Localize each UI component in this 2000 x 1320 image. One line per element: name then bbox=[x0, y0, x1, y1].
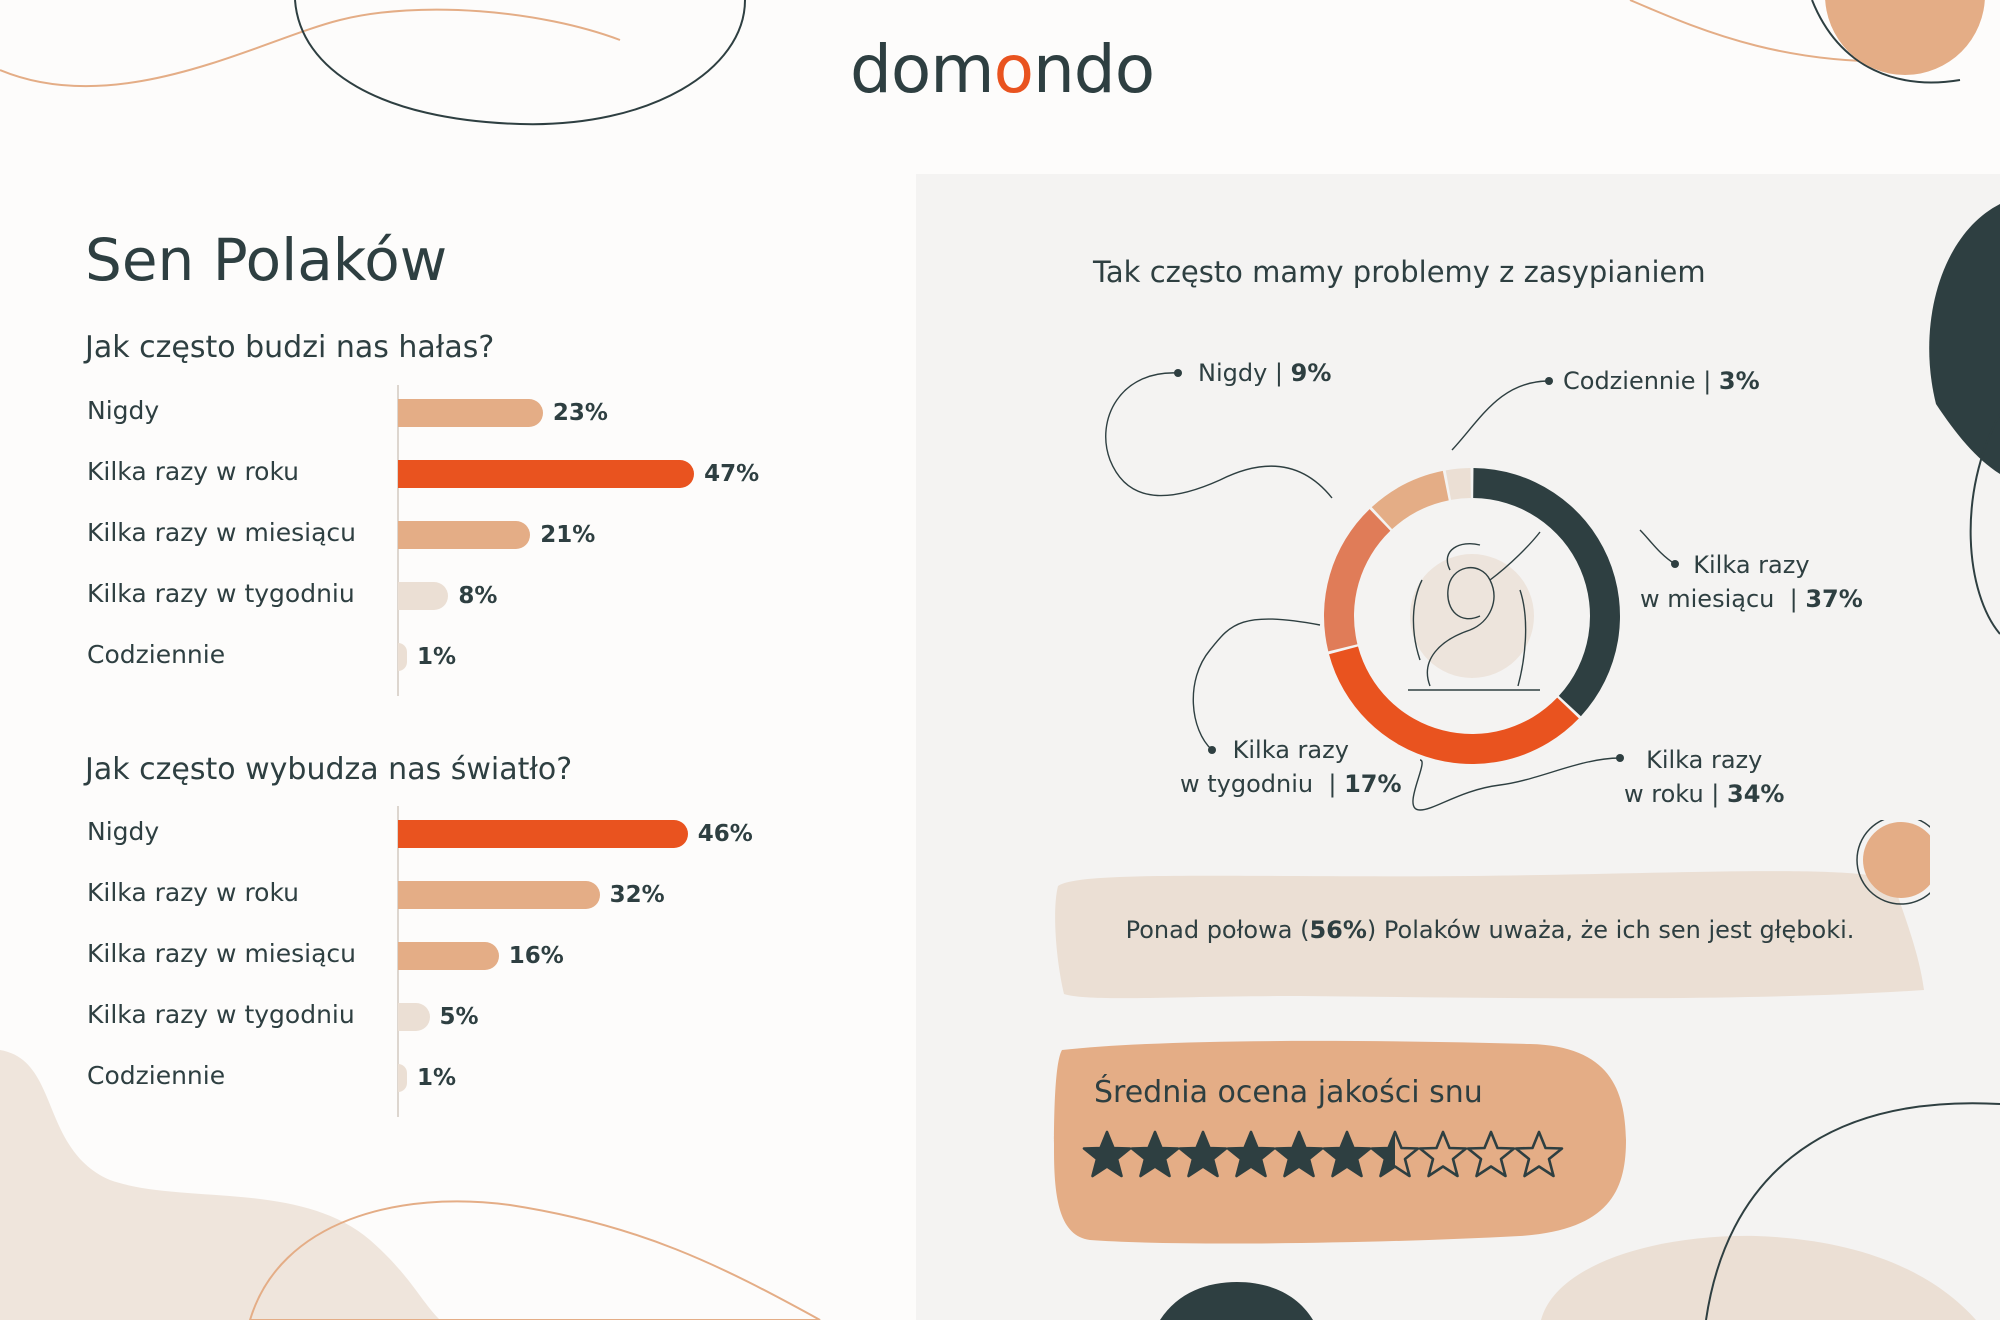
pie-label-nigdy: Nigdy | 9% bbox=[1198, 359, 1332, 387]
bar bbox=[398, 942, 499, 970]
bar-row: Codziennie 1% bbox=[85, 635, 885, 675]
bar-category-label: Kilka razy w roku bbox=[87, 457, 300, 486]
sleeper-sketch bbox=[1408, 531, 1541, 691]
pie-label-rok: Kilka razy w roku | 34% bbox=[1624, 746, 1785, 808]
bar-value-label: 47% bbox=[704, 461, 760, 487]
leader-dot bbox=[1208, 746, 1216, 754]
bar-row: Kilka razy w tygodniu 8% bbox=[85, 574, 885, 614]
donut-slice bbox=[1473, 468, 1620, 717]
bar-row: Kilka razy w tygodniu 5% bbox=[85, 995, 885, 1035]
chart-title-noise: Jak często budzi nas hałas? bbox=[85, 330, 495, 365]
bar bbox=[398, 1064, 407, 1092]
star-empty-icon bbox=[1514, 1130, 1564, 1178]
leader-dot bbox=[1174, 369, 1182, 377]
bar bbox=[398, 399, 543, 427]
leader-line bbox=[1639, 529, 1676, 565]
donut-chart bbox=[1105, 369, 1679, 811]
bar bbox=[398, 460, 695, 488]
bar bbox=[398, 1003, 430, 1031]
leader-line bbox=[1412, 757, 1621, 811]
bar-category-label: Kilka razy w roku bbox=[87, 878, 300, 907]
bar-category-label: Codziennie bbox=[87, 1061, 226, 1090]
note-text: Ponad połowa (56%) Polaków uważa, że ich… bbox=[1125, 916, 1855, 944]
bar-value-label: 1% bbox=[417, 644, 457, 670]
star-half-icon bbox=[1370, 1130, 1420, 1178]
bar-value-label: 16% bbox=[508, 943, 564, 969]
bar-row: Nigdy 23% bbox=[85, 391, 885, 431]
bar-value-label: 32% bbox=[609, 882, 665, 908]
star-empty-icon bbox=[1466, 1130, 1516, 1178]
leader-line bbox=[1105, 372, 1333, 499]
bar-value-label: 5% bbox=[439, 1004, 479, 1030]
bar-row: Kilka razy w miesiącu 16% bbox=[85, 934, 885, 974]
pie-label-miesiac: Kilka razy w miesiącu | 37% bbox=[1640, 551, 1863, 613]
bar-category-label: Kilka razy w tygodniu bbox=[87, 1000, 355, 1029]
star-full-icon bbox=[1226, 1130, 1276, 1178]
leader-line bbox=[1192, 618, 1321, 751]
pie-label-codziennie: Codziennie | 3% bbox=[1563, 367, 1760, 395]
donut-slice bbox=[1329, 646, 1579, 764]
leader-dot bbox=[1545, 377, 1553, 385]
leader-line bbox=[1451, 380, 1550, 451]
bar-row: Kilka razy w miesiącu 21% bbox=[85, 513, 885, 553]
bar-row: Kilka razy w roku 47% bbox=[85, 452, 885, 492]
brand-logo[interactable]: domondo bbox=[850, 31, 1155, 108]
star-empty-icon bbox=[1418, 1130, 1468, 1178]
leader-dot bbox=[1671, 560, 1679, 568]
bar-value-label: 23% bbox=[552, 400, 608, 426]
bar bbox=[398, 820, 688, 848]
page-title: Sen Polaków bbox=[85, 226, 448, 294]
bar-row: Kilka razy w roku 32% bbox=[85, 873, 885, 913]
donut-slice bbox=[1371, 470, 1449, 530]
star-full-icon bbox=[1082, 1130, 1132, 1178]
sleeper-illustration bbox=[1410, 554, 1534, 678]
star-full-icon bbox=[1322, 1130, 1372, 1178]
bar bbox=[398, 521, 531, 549]
chart-title-light: Jak często wybudza nas światło? bbox=[85, 752, 573, 787]
donut-slice bbox=[1324, 509, 1391, 652]
star-full-icon bbox=[1274, 1130, 1324, 1178]
bar-value-label: 21% bbox=[540, 522, 596, 548]
donut-slice bbox=[1445, 468, 1471, 500]
note-banner-background bbox=[1055, 820, 1930, 999]
bar-value-label: 1% bbox=[417, 1065, 457, 1091]
bar-category-label: Kilka razy w tygodniu bbox=[87, 579, 355, 608]
pie-label-tydzien: Kilka razy w tygodniu | 17% bbox=[1180, 736, 1402, 798]
donut-chart-title: Tak często mamy problemy z zasypianiem bbox=[1093, 255, 1706, 289]
leader-dot bbox=[1616, 754, 1624, 762]
bar-row: Codziennie 1% bbox=[85, 1056, 885, 1096]
bar-row: Nigdy 46% bbox=[85, 812, 885, 852]
bar-category-label: Kilka razy w miesiącu bbox=[87, 518, 357, 547]
bar bbox=[398, 881, 600, 909]
rating-title: Średnia ocena jakości snu bbox=[1094, 1075, 1483, 1110]
bar-value-label: 8% bbox=[458, 583, 498, 609]
bar-category-label: Codziennie bbox=[87, 640, 226, 669]
right-panel-decoration bbox=[1160, 204, 2000, 1320]
star-full-icon bbox=[1130, 1130, 1180, 1178]
bar bbox=[398, 582, 449, 610]
bar-category-label: Nigdy bbox=[87, 817, 160, 846]
bar-value-label: 46% bbox=[697, 821, 753, 847]
star-full-icon bbox=[1178, 1130, 1228, 1178]
rating-box-background bbox=[1054, 1040, 1626, 1244]
bar bbox=[398, 643, 407, 671]
bar-category-label: Nigdy bbox=[87, 396, 160, 425]
bar-category-label: Kilka razy w miesiącu bbox=[87, 939, 357, 968]
